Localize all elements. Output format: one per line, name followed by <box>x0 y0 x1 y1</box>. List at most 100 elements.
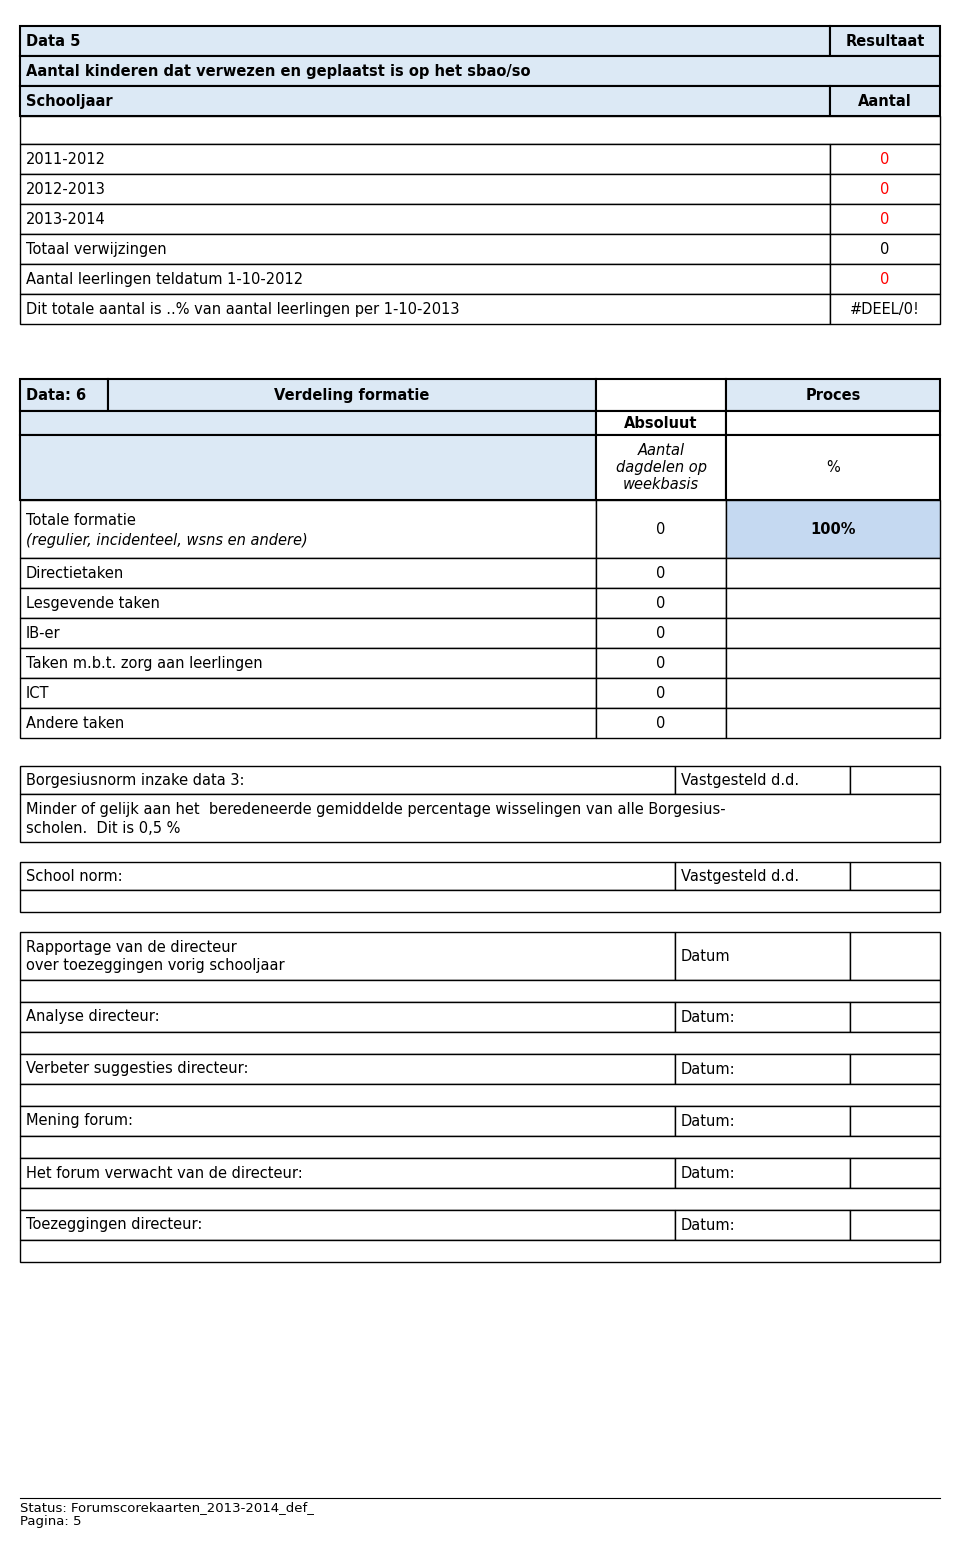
Bar <box>830 294 940 324</box>
Bar <box>20 1002 675 1032</box>
Bar <box>20 1106 675 1136</box>
Bar <box>20 1085 940 1106</box>
Bar <box>20 411 596 436</box>
Text: Totale formatie: Totale formatie <box>26 513 136 527</box>
Text: Vastgesteld d.d.: Vastgesteld d.d. <box>681 772 799 787</box>
Text: Pagina: 5: Pagina: 5 <box>20 1516 82 1528</box>
Text: Datum:: Datum: <box>681 1217 735 1232</box>
Text: 2011-2012: 2011-2012 <box>26 151 106 166</box>
Bar <box>726 499 940 559</box>
Text: ICT: ICT <box>26 686 50 700</box>
Text: 0: 0 <box>880 271 890 286</box>
Text: over toezeggingen vorig schooljaar: over toezeggingen vorig schooljaar <box>26 958 284 972</box>
Bar <box>20 294 830 324</box>
Bar <box>20 499 596 559</box>
Bar <box>20 618 596 647</box>
Text: Aantal kinderen dat verwezen en geplaatst is op het sbao/so: Aantal kinderen dat verwezen en geplaats… <box>26 64 531 78</box>
Bar <box>830 26 940 56</box>
Bar <box>596 411 726 436</box>
Bar <box>675 766 850 794</box>
Bar <box>850 1002 940 1032</box>
Bar <box>830 265 940 294</box>
Bar <box>20 26 830 56</box>
Bar <box>596 647 726 678</box>
Bar <box>830 86 940 117</box>
Bar <box>675 1211 850 1240</box>
Text: Rapportage van de directeur: Rapportage van de directeur <box>26 940 237 955</box>
Bar <box>20 588 596 618</box>
Bar <box>850 1158 940 1187</box>
Text: 2012-2013: 2012-2013 <box>26 182 106 196</box>
Text: 2013-2014: 2013-2014 <box>26 212 106 227</box>
Text: 0: 0 <box>880 212 890 227</box>
Bar <box>20 145 830 174</box>
Text: Het forum verwacht van de directeur:: Het forum verwacht van de directeur: <box>26 1165 302 1181</box>
Text: Datum:: Datum: <box>681 1114 735 1128</box>
Bar <box>726 678 940 708</box>
Bar <box>726 647 940 678</box>
Bar <box>726 411 940 436</box>
Text: 0: 0 <box>657 596 665 610</box>
Bar <box>20 204 830 233</box>
Bar <box>20 678 596 708</box>
Bar <box>20 1240 940 1262</box>
Bar <box>726 559 940 588</box>
Bar <box>675 1158 850 1187</box>
Text: 100%: 100% <box>810 521 855 537</box>
Bar <box>596 559 726 588</box>
Text: Verdeling formatie: Verdeling formatie <box>275 387 430 403</box>
Bar <box>675 932 850 980</box>
Bar <box>726 618 940 647</box>
Bar <box>596 618 726 647</box>
Text: Aantal
dagdelen op
weekbasis: Aantal dagdelen op weekbasis <box>615 442 707 492</box>
Text: Status: Forumscorekaarten_2013-2014_def_: Status: Forumscorekaarten_2013-2014_def_ <box>20 1502 314 1514</box>
Bar <box>20 117 940 145</box>
Text: Data: 6: Data: 6 <box>26 387 86 403</box>
Text: Datum:: Datum: <box>681 1010 735 1024</box>
Bar <box>596 678 726 708</box>
Text: 0: 0 <box>657 626 665 641</box>
Bar <box>850 862 940 890</box>
Text: Lesgevende taken: Lesgevende taken <box>26 596 160 610</box>
Text: scholen.  Dit is 0,5 %: scholen. Dit is 0,5 % <box>26 822 180 836</box>
Bar <box>850 1106 940 1136</box>
Text: 0: 0 <box>880 151 890 166</box>
Bar <box>675 1002 850 1032</box>
Bar <box>596 380 726 411</box>
Bar <box>596 708 726 738</box>
Text: 0: 0 <box>657 655 665 671</box>
Bar <box>675 1053 850 1085</box>
Bar <box>830 174 940 204</box>
Text: 0: 0 <box>880 241 890 257</box>
Bar <box>20 647 596 678</box>
Text: #DEEL/0!: #DEEL/0! <box>850 302 920 316</box>
Bar <box>20 436 596 499</box>
Text: Resultaat: Resultaat <box>846 34 924 48</box>
Text: Aantal: Aantal <box>858 93 912 109</box>
Text: Proces: Proces <box>805 387 861 403</box>
Bar <box>726 708 940 738</box>
Bar <box>850 1053 940 1085</box>
Bar <box>20 1053 675 1085</box>
Text: Analyse directeur:: Analyse directeur: <box>26 1010 159 1024</box>
Text: %: % <box>827 461 840 475</box>
Text: Totaal verwijzingen: Totaal verwijzingen <box>26 241 167 257</box>
Text: Minder of gelijk aan het  beredeneerde gemiddelde percentage wisselingen van all: Minder of gelijk aan het beredeneerde ge… <box>26 801 726 817</box>
Bar <box>726 436 940 499</box>
Text: Absoluut: Absoluut <box>624 415 698 431</box>
Bar <box>596 588 726 618</box>
Bar <box>830 233 940 265</box>
Bar <box>20 708 596 738</box>
Text: Aantal leerlingen teldatum 1-10-2012: Aantal leerlingen teldatum 1-10-2012 <box>26 271 303 286</box>
Bar <box>596 499 726 559</box>
Bar <box>20 174 830 204</box>
Bar <box>20 1136 940 1158</box>
Bar <box>830 145 940 174</box>
Bar <box>20 980 940 1002</box>
Bar <box>20 1187 940 1211</box>
Text: 0: 0 <box>657 686 665 700</box>
Text: Data 5: Data 5 <box>26 34 81 48</box>
Text: Mening forum:: Mening forum: <box>26 1114 133 1128</box>
Bar <box>108 380 596 411</box>
Bar <box>20 265 830 294</box>
